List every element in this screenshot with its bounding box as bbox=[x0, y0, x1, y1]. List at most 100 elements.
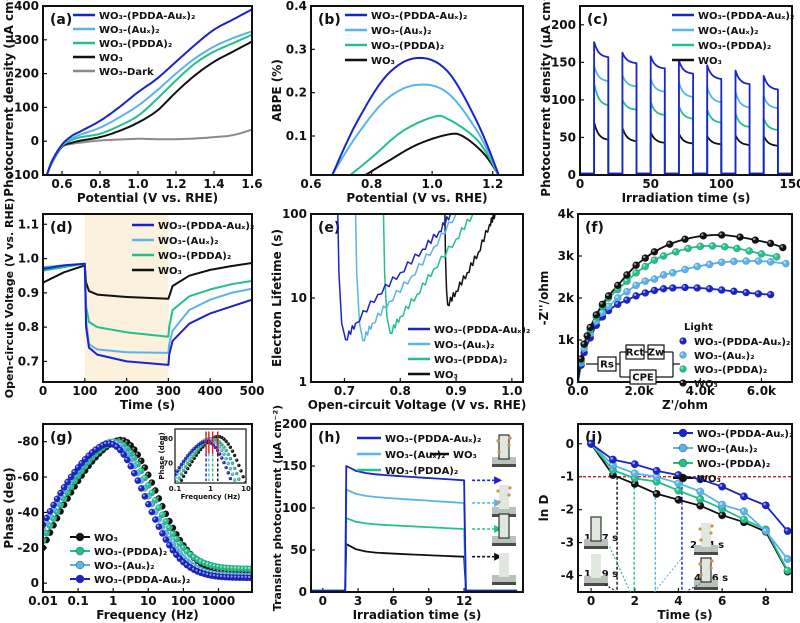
data-point-highlight bbox=[697, 244, 701, 247]
electrode-rod bbox=[498, 434, 510, 460]
data-point bbox=[681, 235, 689, 243]
data-point-highlight bbox=[240, 509, 241, 510]
y-tick-label: 0.2 bbox=[286, 86, 307, 100]
data-point-highlight bbox=[741, 508, 745, 512]
electrode-base bbox=[492, 536, 516, 544]
data-point-highlight bbox=[51, 502, 54, 506]
resistor-rs-label: Rs bbox=[600, 360, 614, 371]
legend-label: WO₃ bbox=[371, 56, 395, 67]
data-point-highlight bbox=[121, 438, 124, 441]
data-point-highlight bbox=[719, 484, 723, 487]
panel-e: 0.7 0.8 0.9 1.0 1 10 100 Open-circuit Voltage (… bbox=[270, 207, 530, 412]
x-axis-label: Potential (V vs. RHE) bbox=[77, 191, 218, 205]
data-point-highlight bbox=[212, 564, 216, 567]
data-point-highlight bbox=[244, 575, 247, 578]
series-pdda bbox=[580, 82, 792, 175]
y-tick-label: 0 bbox=[566, 375, 574, 389]
plot-frame bbox=[42, 423, 253, 593]
data-point bbox=[53, 495, 61, 503]
electrode-rod bbox=[499, 553, 509, 577]
data-point bbox=[679, 337, 687, 345]
data-point-highlight bbox=[163, 519, 167, 522]
pointer-pdda_au bbox=[684, 583, 701, 593]
x-tick-label: 0 bbox=[319, 594, 327, 608]
data-point-highlight bbox=[675, 480, 679, 484]
data-point-highlight bbox=[142, 465, 145, 468]
data-point-highlight bbox=[132, 447, 135, 450]
data-point-highlight bbox=[107, 441, 110, 444]
data-point-highlight bbox=[654, 491, 657, 495]
y-tick-label: -4 bbox=[561, 569, 574, 583]
data-point-highlight bbox=[180, 473, 182, 475]
data-point bbox=[228, 445, 233, 450]
data-point-highlight bbox=[231, 462, 233, 464]
data-point-highlight bbox=[220, 436, 222, 438]
data-point-highlight bbox=[135, 452, 138, 455]
au-particle bbox=[699, 538, 703, 542]
data-point-highlight bbox=[160, 531, 163, 534]
data-point-highlight bbox=[719, 512, 723, 516]
series-pdda bbox=[349, 114, 500, 175]
data-point-highlight bbox=[587, 325, 591, 328]
data-point bbox=[705, 284, 714, 293]
plot-frame bbox=[310, 5, 524, 176]
data-point-highlight bbox=[774, 254, 777, 258]
data-point-highlight bbox=[202, 571, 205, 575]
data-point bbox=[177, 476, 182, 480]
data-point bbox=[693, 262, 702, 271]
data-point bbox=[632, 292, 640, 300]
data-point-highlight bbox=[680, 366, 684, 370]
series-pdda bbox=[590, 443, 789, 572]
data-point bbox=[220, 456, 224, 460]
series-wo3 bbox=[590, 443, 789, 573]
y-axis-label: Photocurrent density (μA cm⁻²) bbox=[2, 0, 16, 197]
data-point-highlight bbox=[188, 552, 191, 555]
series-au bbox=[45, 30, 252, 175]
data-point bbox=[217, 452, 222, 456]
data-point bbox=[650, 247, 659, 256]
data-point-highlight bbox=[719, 502, 723, 505]
data-point-highlight bbox=[697, 476, 701, 480]
panel-label: (g) bbox=[50, 430, 73, 446]
y-tick-label: 0.7 bbox=[18, 354, 39, 368]
data-point-highlight bbox=[72, 469, 75, 473]
series-group bbox=[43, 262, 252, 366]
plot-frame bbox=[42, 5, 253, 176]
x-tick-label: 0.7 bbox=[334, 384, 355, 398]
data-point bbox=[224, 456, 228, 461]
data-point-highlight bbox=[694, 285, 698, 289]
data-point bbox=[632, 261, 640, 270]
data-point bbox=[696, 242, 705, 251]
data-point-highlight bbox=[203, 440, 205, 442]
data-point-highlight bbox=[97, 445, 100, 448]
data-point bbox=[181, 459, 186, 464]
data-point bbox=[693, 284, 702, 292]
data-point-highlight bbox=[227, 462, 229, 464]
y-tick-label: 200 bbox=[551, 18, 576, 32]
data-point bbox=[224, 448, 228, 453]
y-tick-label: -40 bbox=[17, 505, 39, 519]
y-tick-label: -60 bbox=[17, 470, 39, 484]
data-point-highlight bbox=[632, 481, 635, 485]
equivalent-circuit: Rs Rct Zw CPE bbox=[586, 344, 680, 385]
data-point bbox=[681, 265, 689, 274]
data-point-highlight bbox=[128, 443, 131, 446]
data-point-highlight bbox=[233, 454, 235, 456]
data-point-highlight bbox=[741, 494, 745, 497]
x-tick-label: 6 bbox=[389, 594, 397, 608]
legend-label: WO₃-(PDDA-Auₓ)₂ bbox=[694, 337, 790, 348]
data-point bbox=[739, 515, 748, 524]
data-point-highlight bbox=[174, 552, 177, 555]
x-axis-label: Irradiation time (s) bbox=[353, 608, 482, 622]
data-point-highlight bbox=[178, 469, 180, 471]
data-point-highlight bbox=[244, 481, 246, 483]
data-point-highlight bbox=[226, 566, 230, 569]
data-point-highlight bbox=[219, 574, 223, 578]
legend-label: WO₃-(Auₓ)₂ bbox=[371, 26, 432, 37]
data-point bbox=[766, 258, 775, 266]
data-point bbox=[783, 527, 792, 536]
data-point-highlight bbox=[156, 505, 159, 508]
data-point bbox=[228, 476, 233, 481]
data-point-highlight bbox=[212, 574, 216, 577]
